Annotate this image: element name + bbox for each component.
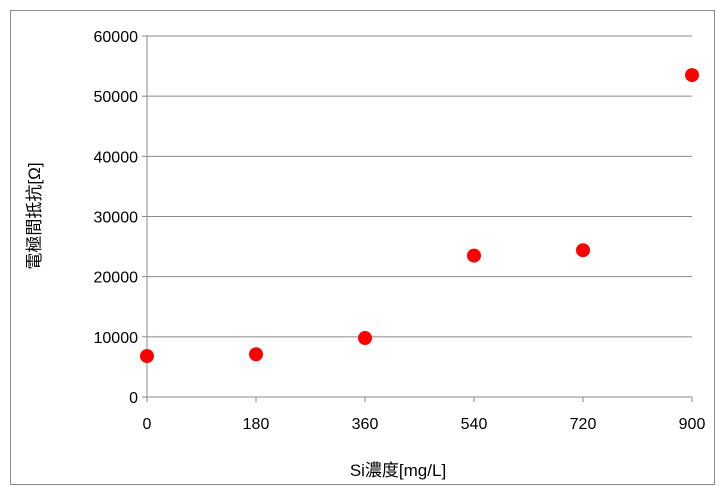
x-tick-label: 0 — [143, 416, 152, 433]
data-point — [249, 347, 263, 362]
x-tick-label: 720 — [570, 416, 597, 433]
data-point — [140, 349, 154, 364]
y-tick-label: 20000 — [94, 270, 139, 287]
x-tick-labels: 0 180 360 540 720 900 — [143, 416, 706, 433]
y-tick-label: 30000 — [94, 210, 139, 227]
y-tick-labels: 0 10000 20000 30000 40000 50000 60000 — [94, 29, 139, 407]
x-tick-label: 540 — [461, 416, 488, 433]
data-point — [467, 248, 481, 263]
y-tick-label: 10000 — [94, 330, 139, 347]
x-tick-label: 180 — [243, 416, 270, 433]
x-tick-label: 360 — [352, 416, 379, 433]
y-tick-label: 60000 — [94, 29, 139, 46]
data-point — [576, 243, 590, 258]
x-axis-title: Si濃度[mg/L] — [350, 461, 446, 480]
x-tick-label: 900 — [679, 416, 706, 433]
axes — [142, 35, 693, 402]
data-points — [140, 68, 699, 364]
data-point — [685, 68, 699, 83]
gridlines — [147, 35, 692, 338]
y-tick-label: 40000 — [94, 149, 139, 166]
y-tick-label: 0 — [129, 390, 138, 407]
y-axis-title: 電極間抵抗[Ω] — [25, 162, 44, 269]
y-tick-label: 50000 — [94, 89, 139, 106]
data-point — [358, 331, 372, 346]
chart-frame — [10, 10, 715, 485]
